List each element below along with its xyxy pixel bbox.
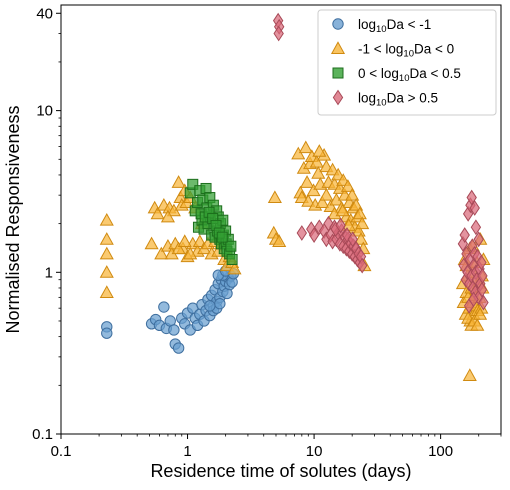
data-point-series-1 xyxy=(315,195,330,209)
data-point-series-1 xyxy=(294,190,309,204)
data-point-series-3 xyxy=(296,225,308,241)
data-point-series-1 xyxy=(160,209,175,223)
legend: log10Da < -1 -1 < log10Da < 0 0 < log10Da … xyxy=(317,9,497,116)
data-point-series-1 xyxy=(291,146,306,160)
data-point-series-3 xyxy=(466,189,477,206)
legend-label: 0 < log10Da < 0.5 xyxy=(358,66,461,84)
data-point-series-3 xyxy=(476,281,488,298)
data-point-series-1 xyxy=(312,144,327,157)
data-point-series-3 xyxy=(308,227,320,243)
data-point-series-1 xyxy=(335,203,350,217)
data-point-series-1 xyxy=(267,190,282,204)
data-point-series-1 xyxy=(227,261,242,275)
data-point-series-3 xyxy=(476,254,487,271)
data-point-series-3 xyxy=(478,294,489,311)
data-point-series-1 xyxy=(470,318,485,331)
legend-marker xyxy=(332,18,344,30)
data-point-series-1 xyxy=(171,241,186,255)
legend-marker xyxy=(330,41,346,54)
y-tick-label: 10 xyxy=(36,103,53,120)
data-point-series-2 xyxy=(226,254,238,266)
data-point-series-1 xyxy=(298,140,313,154)
axes: 0.1 1 10 100 0.1 1 10 40 xyxy=(32,5,502,460)
data-point-series-1 xyxy=(99,246,114,260)
data-point-series-1 xyxy=(353,232,369,245)
data-point-series-1 xyxy=(325,162,340,176)
data-point-series-3 xyxy=(273,25,284,42)
plot-frame xyxy=(60,4,502,435)
data-point-series-1 xyxy=(99,212,114,226)
data-point-series-2 xyxy=(200,182,212,194)
legend-box xyxy=(317,9,497,116)
data-point-series-3 xyxy=(335,217,346,234)
data-point-series-1 xyxy=(177,234,192,247)
data-point-series-0 xyxy=(168,324,180,336)
data-point-series-1 xyxy=(171,175,186,188)
x-tick-label: 0.1 xyxy=(51,443,72,460)
data-point-series-1 xyxy=(473,307,488,320)
data-point-series-3 xyxy=(347,231,358,248)
y-tick-label: 0.1 xyxy=(32,426,53,443)
data-point-series-1 xyxy=(462,368,477,381)
x-tick-label: 100 xyxy=(428,443,453,460)
data-point-series-1 xyxy=(272,234,287,247)
data-point-series-2 xyxy=(187,178,199,190)
data-point-series-1 xyxy=(99,232,114,245)
data-point-series-1 xyxy=(99,265,114,278)
data-point-series-1 xyxy=(306,183,321,197)
data-point-series-3 xyxy=(473,231,484,248)
y-axis-label: Normalised Responsiveness xyxy=(3,105,23,333)
data-point-series-3 xyxy=(314,219,325,236)
data-point-series-1 xyxy=(144,236,159,250)
data-point-series-1 xyxy=(154,246,169,260)
data-point-series-3 xyxy=(356,257,368,274)
data-point-series-1 xyxy=(300,175,315,188)
data-point-series-1 xyxy=(99,285,114,298)
data-point-series-3 xyxy=(459,227,470,243)
legend-label: -1 < log10Da < 0 xyxy=(358,42,454,60)
data-point-series-1 xyxy=(355,216,370,230)
data-point-series-0 xyxy=(204,300,216,312)
data-point-series-2 xyxy=(225,240,237,252)
legend-marker xyxy=(332,67,344,79)
legend-label: log10Da > 0.5 xyxy=(358,91,438,109)
data-point-series-1 xyxy=(150,206,165,220)
data-point-series-1 xyxy=(319,187,334,201)
data-point-series-1 xyxy=(349,197,364,211)
data-point-series-3 xyxy=(470,219,482,236)
x-axis-label: Residence time of solutes (days) xyxy=(150,461,411,481)
data-point-series-1 xyxy=(352,206,367,220)
data-point-series-0 xyxy=(214,297,226,310)
data-point-series-2 xyxy=(216,231,228,243)
x-tick-label: 1 xyxy=(183,443,191,460)
x-tick-label: 10 xyxy=(306,443,323,460)
data-point-series-1 xyxy=(301,194,316,207)
data-point-series-3 xyxy=(468,291,479,308)
data-points xyxy=(99,12,491,381)
y-tick-label: 1 xyxy=(45,264,53,281)
data-point-series-1 xyxy=(309,154,324,168)
data-point-series-0 xyxy=(158,301,170,313)
data-point-series-0 xyxy=(172,342,185,354)
data-point-series-1 xyxy=(183,246,198,260)
data-point-series-1 xyxy=(345,187,360,201)
data-point-series-0 xyxy=(101,327,113,339)
data-point-series-3 xyxy=(469,200,480,216)
legend-label: log10Da < -1 xyxy=(358,17,431,35)
data-point-series-1 xyxy=(340,179,355,192)
data-point-series-1 xyxy=(311,165,326,179)
legend-marker xyxy=(332,89,344,106)
y-tick-label: 40 xyxy=(36,5,53,22)
